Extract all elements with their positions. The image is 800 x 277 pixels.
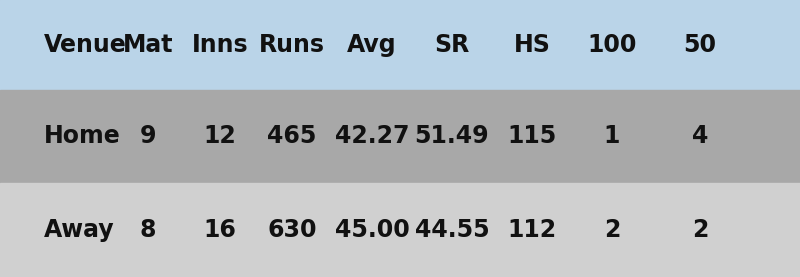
Text: 2: 2 [604, 218, 620, 242]
Text: 16: 16 [203, 218, 237, 242]
Bar [0, 90, 800, 183]
Text: 51.49: 51.49 [414, 124, 490, 148]
Text: HS: HS [514, 33, 550, 57]
Text: 4: 4 [692, 124, 708, 148]
Text: 1: 1 [604, 124, 620, 148]
Text: Home: Home [44, 124, 121, 148]
Bar [0, 0, 800, 90]
Text: 42.27: 42.27 [334, 124, 410, 148]
Text: Runs: Runs [259, 33, 325, 57]
Text: Mat: Mat [122, 33, 174, 57]
Text: 45.00: 45.00 [334, 218, 410, 242]
Bar [0, 183, 800, 277]
Text: 630: 630 [267, 218, 317, 242]
Text: 2: 2 [692, 218, 708, 242]
Text: 44.55: 44.55 [414, 218, 490, 242]
Text: 9: 9 [140, 124, 156, 148]
Text: SR: SR [434, 33, 470, 57]
Text: Inns: Inns [192, 33, 248, 57]
Text: 50: 50 [683, 33, 717, 57]
Text: 12: 12 [204, 124, 236, 148]
Text: Venue: Venue [44, 33, 126, 57]
Text: 8: 8 [140, 218, 156, 242]
Text: 112: 112 [507, 218, 557, 242]
Text: 115: 115 [507, 124, 557, 148]
Text: Avg: Avg [347, 33, 397, 57]
Text: 465: 465 [267, 124, 317, 148]
Text: Away: Away [44, 218, 114, 242]
Text: 100: 100 [587, 33, 637, 57]
